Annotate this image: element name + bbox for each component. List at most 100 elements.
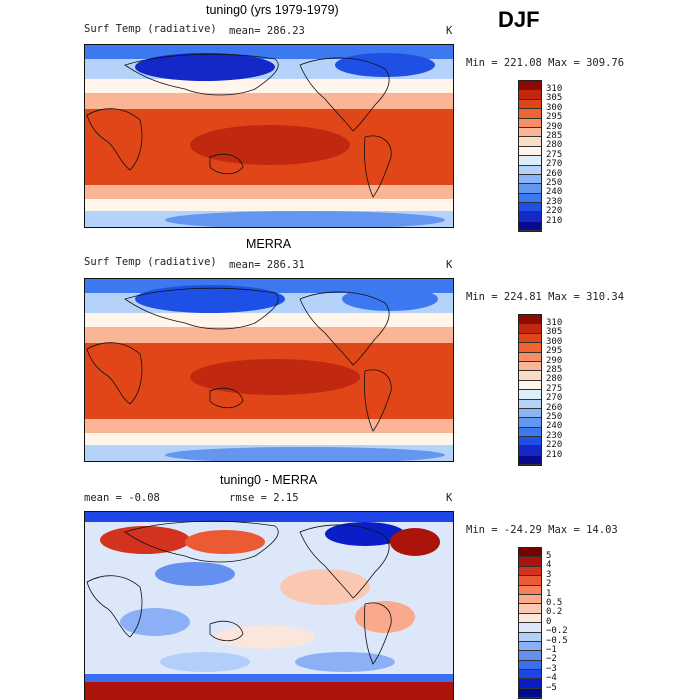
colorbar-tick-label: 230 (546, 430, 563, 441)
colorbar-tick-label: −4 (546, 673, 557, 684)
colorbar-swatch (519, 390, 541, 400)
colorbar-tick-label: 310 (546, 318, 563, 328)
map-3-patch (280, 569, 370, 605)
map-1-band (85, 79, 453, 93)
map-2-band (85, 419, 453, 433)
map-3-patch (355, 601, 415, 633)
map-1-band (85, 185, 453, 199)
colorbar-tick-label: 310 (546, 84, 563, 94)
map-3-patch (120, 608, 190, 636)
colorbar-tick-label: 2 (546, 579, 552, 590)
colorbar-tick-label: 275 (546, 149, 563, 160)
colorbar-swatch (519, 427, 541, 438)
colorbar-swatch (519, 221, 541, 232)
colorbar-swatch (519, 557, 541, 567)
colorbar-tick-label: 300 (546, 102, 563, 113)
colorbar-tick-label: 0.5 (546, 598, 563, 609)
colorbar-swatch (519, 203, 541, 213)
map-1-band (85, 93, 453, 109)
colorbar-swatch (519, 99, 541, 110)
colorbar-tick-label: 295 (546, 112, 563, 123)
colorbar-swatch (519, 146, 541, 157)
colorbar-swatch (519, 156, 541, 166)
panel-1-unit: K (446, 25, 453, 37)
colorbar-tick-label: −5 (546, 682, 557, 693)
colorbar-swatch (519, 660, 541, 671)
colorbar-swatch (519, 324, 541, 334)
panel-1-colorbar (518, 80, 542, 233)
colorbar-swatch (519, 137, 541, 147)
colorbar-swatch (519, 184, 541, 194)
colorbar-swatch (519, 352, 541, 362)
colorbar-tick-label: 260 (546, 402, 563, 413)
map-2-band (85, 313, 453, 327)
colorbar-swatch (519, 399, 541, 409)
colorbar-tick-label: 230 (546, 196, 563, 207)
colorbar-tick-label: 305 (546, 93, 563, 104)
colorbar-tick-label: 275 (546, 383, 563, 394)
map-2-warm-region (190, 359, 360, 395)
colorbar-swatch (519, 408, 541, 419)
colorbar-swatch (519, 613, 541, 624)
colorbar-swatch (519, 651, 541, 661)
map-3-patch (325, 522, 405, 546)
colorbar-tick-label: −2 (546, 654, 557, 665)
colorbar-swatch (519, 174, 541, 185)
colorbar-swatch (519, 371, 541, 381)
colorbar-tick-label: 220 (546, 440, 563, 451)
panel-2-title: MERRA (246, 237, 292, 251)
panel-3-title: tuning0 - MERRA (220, 473, 318, 487)
colorbar-swatch (519, 418, 541, 428)
panel-1-range: Min = 221.08 Max = 309.76 (466, 57, 625, 69)
map-1-cold-region (335, 53, 435, 77)
colorbar-swatch (519, 679, 541, 689)
panel-2-variable: Surf Temp (radiative) (84, 256, 217, 268)
colorbar-tick-label: 220 (546, 206, 563, 217)
colorbar-swatch (519, 343, 541, 353)
colorbar-swatch (519, 632, 541, 642)
map-1-cold-region (135, 53, 275, 81)
colorbar-swatch (519, 548, 541, 558)
colorbar-tick-label: 305 (546, 327, 563, 338)
panel-2-colorbar-ticks: 310 305 300 295 290 285 280 275 270 260 250 240 230 2… (546, 318, 563, 460)
map-3-patch (160, 652, 250, 672)
colorbar-swatch (519, 90, 541, 100)
colorbar-tick-label: 300 (546, 336, 563, 347)
map-3-patch (85, 512, 453, 522)
colorbar-tick-label: 270 (546, 159, 563, 170)
colorbar-tick-label: 250 (546, 412, 563, 423)
panel-1-mean: mean= 286.23 (229, 25, 305, 37)
colorbar-tick-label: 0.2 (546, 607, 563, 618)
colorbar-tick-label: 280 (546, 374, 563, 385)
map-3-patch (155, 562, 235, 586)
colorbar-swatch (519, 81, 541, 91)
colorbar-swatch (519, 455, 541, 466)
colorbar-tick-label: 295 (546, 346, 563, 357)
map-3-patch (85, 674, 453, 682)
panel-3-unit: K (446, 492, 453, 504)
colorbar-swatch (519, 670, 541, 680)
colorbar-swatch (519, 585, 541, 595)
colorbar-tick-label: 290 (546, 121, 563, 132)
map-2-cold-region (165, 447, 445, 461)
colorbar-swatch (519, 315, 541, 325)
map-2-cold-region (135, 285, 285, 313)
map-1-warm-region (190, 125, 350, 165)
panel-1-colorbar-ticks: 310 305 300 295 290 285 280 275 270 260 250 240 230 2… (546, 84, 563, 226)
map-2-band (85, 433, 453, 445)
map-3-patch (185, 530, 265, 554)
map-2-band (85, 327, 453, 343)
colorbar-tick-label: 280 (546, 140, 563, 151)
colorbar-swatch (519, 193, 541, 204)
colorbar-swatch (519, 641, 541, 652)
colorbar-swatch (519, 127, 541, 138)
panel-3-map (84, 511, 454, 700)
colorbar-swatch (519, 118, 541, 128)
panel-3-colorbar (518, 547, 542, 700)
colorbar-tick-label: 210 (546, 215, 563, 226)
map-1-band (85, 199, 453, 211)
map-1-cold-region (165, 211, 445, 227)
colorbar-tick-label: 0 (546, 616, 552, 627)
colorbar-tick-label: 5 (546, 551, 552, 561)
panel-2-range: Min = 224.81 Max = 310.34 (466, 291, 625, 303)
